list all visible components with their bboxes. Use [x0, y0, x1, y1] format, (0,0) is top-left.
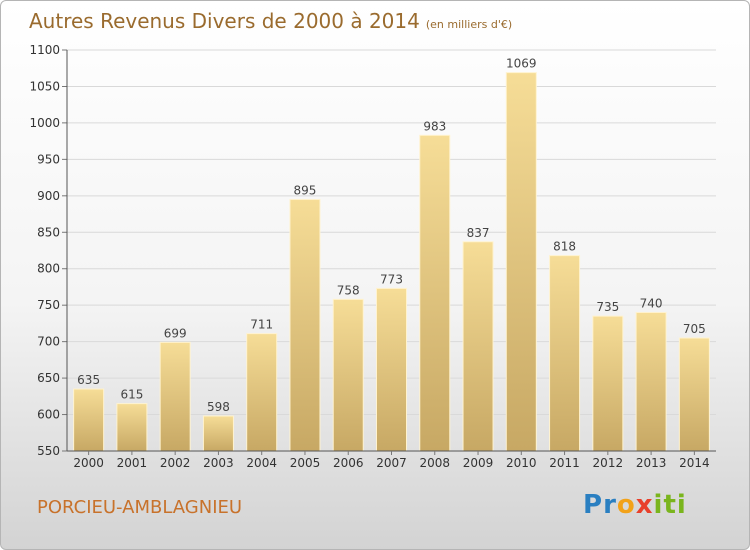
- y-tick-label: 750: [37, 298, 60, 312]
- x-tick-label: 2011: [549, 456, 580, 470]
- bar-value-label: 735: [596, 300, 619, 314]
- bar: [376, 287, 407, 452]
- x-tick-label: 2012: [593, 456, 624, 470]
- bar: [116, 403, 148, 452]
- logo-letter: x: [635, 490, 654, 520]
- bar: [202, 415, 234, 452]
- y-tick-label: 550: [37, 444, 60, 458]
- x-tick-label: 2008: [419, 456, 450, 470]
- bar: [549, 255, 581, 452]
- bar-value-label: 635: [77, 373, 100, 387]
- logo-letter: r: [603, 490, 617, 520]
- x-tick-label: 2014: [679, 456, 710, 470]
- chart-subtitle: (en milliers d'€): [425, 18, 513, 31]
- x-tick-label: 2007: [376, 456, 407, 470]
- y-tick-label: 1100: [29, 43, 60, 57]
- bar: [635, 311, 667, 452]
- bar-value-label: 837: [467, 226, 490, 240]
- bar-value-label: 818: [553, 240, 576, 254]
- bar-value-label: 705: [683, 322, 706, 336]
- x-tick-label: 2002: [160, 456, 191, 470]
- bar: [289, 198, 321, 452]
- logo-letter: P: [583, 490, 604, 520]
- y-tick-label: 800: [37, 262, 60, 276]
- y-tick-label: 950: [37, 152, 60, 166]
- bar-value-label: 740: [640, 296, 663, 310]
- y-tick-label: 600: [37, 408, 60, 422]
- location-label: PORCIEU-AMBLAGNIEU: [37, 497, 243, 518]
- bar: [505, 72, 537, 452]
- logo-letter: o: [616, 490, 636, 520]
- bar-value-label: 711: [250, 318, 273, 332]
- y-tick-label: 850: [37, 225, 60, 239]
- bar-value-label: 895: [294, 183, 317, 197]
- x-tick-label: 2006: [333, 456, 364, 470]
- bar: [592, 315, 624, 452]
- logo-letter: t: [663, 490, 677, 520]
- x-tick-label: 2010: [506, 456, 537, 470]
- bar-value-label: 598: [207, 400, 230, 414]
- y-tick-label: 900: [37, 189, 60, 203]
- proxiti-logo[interactable]: Proxiti: [583, 490, 687, 520]
- logo-letter: i: [676, 490, 687, 520]
- x-tick-label: 2005: [290, 456, 321, 470]
- bar: [462, 241, 494, 452]
- bar: [678, 337, 710, 452]
- bars: 635 615 699 598 711 895 758 773 983 837 1069 818 735…: [73, 57, 710, 452]
- bar-value-label: 983: [423, 119, 446, 133]
- chart-title-main: Autres Revenus Divers de 2000 à 2014: [29, 9, 420, 33]
- x-axis: 2000 2001 2002 2003 2004 2005 2006 2007 2008 2009…: [73, 451, 710, 470]
- bar-value-label: 699: [164, 326, 187, 340]
- bar-value-label: 615: [120, 388, 143, 402]
- y-tick-label: 700: [37, 335, 60, 349]
- x-tick-label: 2009: [463, 456, 494, 470]
- x-tick-label: 2001: [117, 456, 148, 470]
- bar: [73, 388, 105, 452]
- x-tick-label: 2003: [203, 456, 234, 470]
- bar-value-label: 758: [337, 283, 360, 297]
- bar: [159, 341, 191, 452]
- bar: [246, 333, 278, 452]
- y-tick-label: 650: [37, 371, 60, 385]
- chart-title: Autres Revenus Divers de 2000 à 2014 (en …: [29, 9, 512, 33]
- bar-value-label: 773: [380, 272, 403, 286]
- x-tick-label: 2004: [246, 456, 277, 470]
- x-tick-label: 2000: [73, 456, 104, 470]
- bar: [332, 298, 364, 452]
- bar-value-label: 1069: [506, 57, 537, 71]
- y-tick-label: 1000: [29, 116, 60, 130]
- x-tick-label: 2013: [636, 456, 667, 470]
- bar: [419, 134, 451, 452]
- y-axis: 550 600 650 700 750 800 850 900 950 1000 1050 1100: [29, 43, 67, 458]
- y-tick-label: 1050: [29, 79, 60, 93]
- logo-letter: i: [653, 490, 664, 520]
